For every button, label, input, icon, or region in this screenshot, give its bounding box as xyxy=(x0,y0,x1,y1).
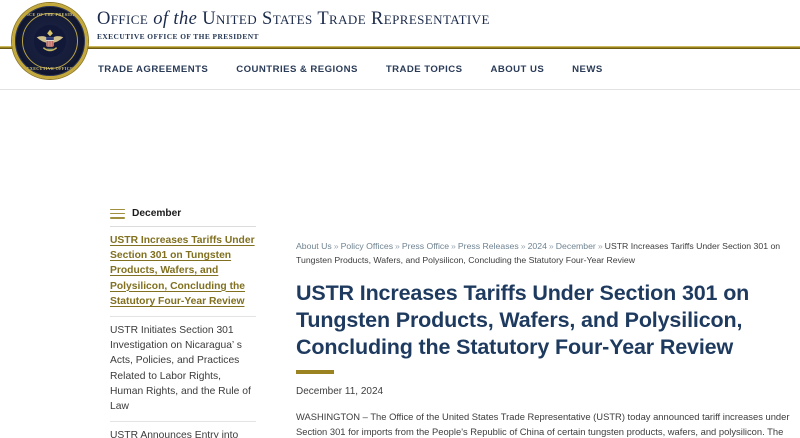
sidebar-header: December xyxy=(110,208,256,227)
seal-upper-text: OFFICE OF THE PRESIDENT xyxy=(18,12,82,17)
hamburger-menu-icon[interactable] xyxy=(110,208,125,219)
sidebar: December USTR Increases Tariffs Under Se… xyxy=(110,208,256,438)
breadcrumb-link-about-us[interactable]: About Us xyxy=(296,241,332,251)
seal-inner-ring xyxy=(22,13,78,69)
wordmark-subtitle: EXECUTIVE OFFICE OF THE PRESIDENT xyxy=(97,32,259,41)
seal-lower-text: EXECUTIVE OFFICE xyxy=(26,66,74,71)
breadcrumb-link-press-office[interactable]: Press Office xyxy=(401,241,450,251)
nav-item-about-us[interactable]: ABOUT US xyxy=(490,64,545,75)
wordmark-part-office: Office xyxy=(97,9,154,29)
presidential-seal-icon: OFFICE OF THE PRESIDENT EXECUTIVE OFFICE xyxy=(12,3,88,79)
sidebar-heading: December xyxy=(132,208,182,219)
main-navigation: TRADE AGREEMENTS COUNTRIES & REGIONS TRA… xyxy=(97,62,604,77)
breadcrumb-link-december[interactable]: December xyxy=(555,241,596,251)
title-accent-bar xyxy=(296,370,334,374)
breadcrumb-separator: » xyxy=(333,241,339,251)
breadcrumb-separator: » xyxy=(597,241,603,251)
breadcrumb-link-2024[interactable]: 2024 xyxy=(527,241,547,251)
sidebar-item-tungsten-tariffs[interactable]: USTR Increases Tariffs Under Section 301… xyxy=(110,227,256,318)
sidebar-item-taiwan-initiative[interactable]: USTR Announces Entry into Force of First… xyxy=(110,422,256,438)
page-title: USTR Increases Tariffs Under Section 301… xyxy=(296,281,750,359)
wordmark-primary: Office of the United States Trade Repres… xyxy=(97,9,490,30)
breadcrumb-link-policy-offices[interactable]: Policy Offices xyxy=(340,241,394,251)
breadcrumb-link-press-releases[interactable]: Press Releases xyxy=(457,241,519,251)
publish-date: December 11, 2024 xyxy=(296,386,384,397)
nav-item-countries-regions[interactable]: COUNTRIES & REGIONS xyxy=(236,64,358,75)
breadcrumb-separator: » xyxy=(451,241,456,251)
breadcrumb: About Us» Policy Offices» Press Office» Pre… xyxy=(296,240,792,267)
eagle-glyph xyxy=(33,24,67,58)
wordmark-part-ustr: United States Trade Representative xyxy=(202,9,490,29)
nav-item-news[interactable]: NEWS xyxy=(572,64,603,75)
breadcrumb-separator: » xyxy=(520,241,526,251)
breadcrumb-separator: » xyxy=(395,241,400,251)
nav-item-trade-topics[interactable]: TRADE TOPICS xyxy=(385,64,463,75)
article-paragraph-1: WASHINGTON – The Office of the United St… xyxy=(296,411,790,438)
breadcrumb-current-page: USTR Increases Tariffs Under Section 301… xyxy=(296,241,781,265)
header-gold-divider xyxy=(0,46,800,49)
main-content: About Us» Policy Offices» Press Office» Pre… xyxy=(296,90,800,438)
breadcrumb-separator: » xyxy=(548,241,554,251)
site-header: OFFICE OF THE PRESIDENT EXECUTIVE OFFICE… xyxy=(0,0,800,90)
nav-item-trade-agreements[interactable]: TRADE AGREEMENTS xyxy=(98,64,209,75)
site-wordmark: Office of the United States Trade Repres… xyxy=(97,9,490,41)
sidebar-item-nicaragua-investigation[interactable]: USTR Initiates Section 301 Investigation… xyxy=(110,317,256,423)
wordmark-part-ofthe: of the xyxy=(153,9,203,29)
page-body: December USTR Increases Tariffs Under Se… xyxy=(0,90,800,438)
